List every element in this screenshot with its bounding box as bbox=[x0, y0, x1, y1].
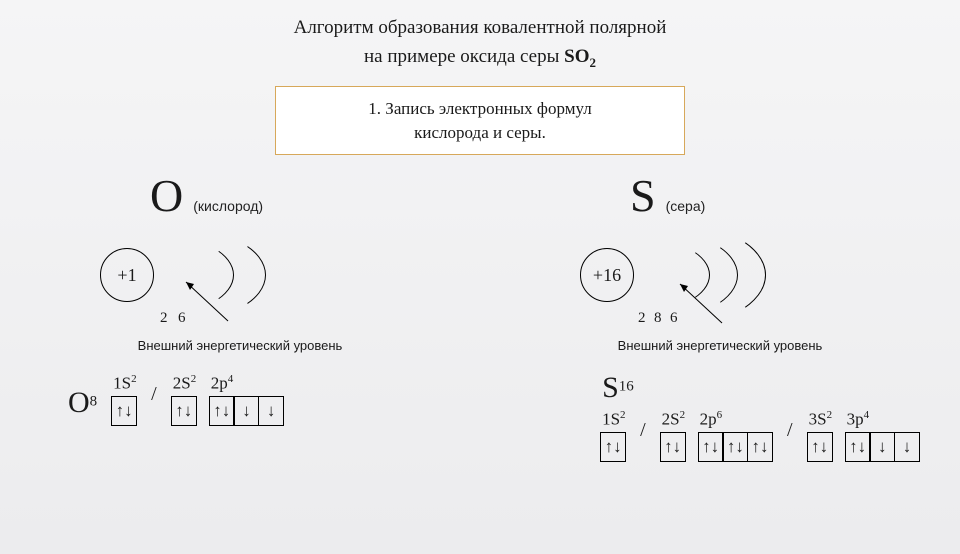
orbital-label: 2p4 bbox=[209, 373, 234, 394]
orbital-group: 3p4↑↓↓↓ bbox=[845, 409, 920, 462]
formula-base: SO bbox=[564, 46, 589, 67]
orbital-group: 2S2↑↓ bbox=[660, 409, 686, 462]
oxygen-config-symbol: O bbox=[68, 386, 90, 419]
orbital-boxes: ↑↓ bbox=[111, 396, 137, 426]
orbital-boxes: ↑↓ bbox=[660, 432, 686, 462]
orbital-label: 2p6 bbox=[698, 409, 723, 430]
separator: / bbox=[785, 419, 795, 452]
atoms-row: O (кислород) +1 2 6 Внешний энергетическ… bbox=[0, 169, 960, 353]
orbital-box: ↑↓ bbox=[111, 396, 137, 426]
orbital-box: ↑↓ bbox=[600, 432, 626, 462]
orbital-box: ↓ bbox=[894, 432, 920, 462]
shell-label: 2 bbox=[160, 310, 168, 327]
orbital-box: ↑↓ bbox=[660, 432, 686, 462]
step-box: 1. Запись электронных формул кислорода и… bbox=[275, 86, 685, 156]
title-line1: Алгоритм образования ковалентной полярно… bbox=[294, 17, 667, 38]
orbital-label: 2S2 bbox=[171, 373, 196, 394]
orbital-label: 1S2 bbox=[600, 409, 625, 430]
orbital-box: ↑↓ bbox=[171, 396, 197, 426]
orbital-boxes: ↑↓ bbox=[171, 396, 197, 426]
oxygen-caption: Внешний энергетический уровень bbox=[30, 338, 450, 353]
separator: / bbox=[149, 383, 159, 416]
separator: / bbox=[638, 419, 648, 452]
shell-label: 2 bbox=[638, 310, 646, 327]
oxygen-symbol: O bbox=[150, 169, 183, 222]
orbital-group: 2S2↑↓ bbox=[171, 373, 197, 426]
orbital-label: 1S2 bbox=[111, 373, 136, 394]
sulfur-shell-diagram: +16 2 8 6 bbox=[580, 226, 780, 336]
oxygen-shell-diagram: +1 2 6 bbox=[100, 226, 300, 336]
orbital-group: 2p4↑↓↓↓ bbox=[209, 373, 284, 426]
orbital-group: 3S2↑↓ bbox=[807, 409, 833, 462]
orbital-boxes: ↑↓ bbox=[600, 432, 626, 462]
orbital-group: 2p6↑↓↑↓↑↓ bbox=[698, 409, 773, 462]
page-title: Алгоритм образования ковалентной полярно… bbox=[0, 14, 960, 72]
orbital-box: ↑↓ bbox=[845, 432, 871, 462]
oxygen-label: (кислород) bbox=[193, 198, 263, 214]
shell-label: 8 bbox=[654, 310, 662, 327]
step-line2: кислорода и серы. bbox=[414, 123, 546, 142]
orbital-label: 2S2 bbox=[660, 409, 685, 430]
orbital-box: ↑↓ bbox=[698, 432, 724, 462]
arrow-icon bbox=[178, 276, 238, 326]
oxygen-column: O (кислород) +1 2 6 Внешний энергетическ… bbox=[30, 169, 450, 353]
sulfur-config-sup: 16 bbox=[619, 379, 634, 395]
title-line2-prefix: на примере оксида серы bbox=[364, 46, 564, 67]
oxygen-config-sup: 8 bbox=[90, 394, 98, 410]
orbital-label: 3S2 bbox=[807, 409, 832, 430]
orbital-group: 1S2↑↓ bbox=[111, 373, 137, 426]
orbital-boxes: ↑↓↑↓↑↓ bbox=[698, 432, 773, 462]
orbital-box: ↑↓ bbox=[209, 396, 235, 426]
sulfur-caption: Внешний энергетический уровень bbox=[510, 338, 930, 353]
arrow-icon bbox=[672, 278, 732, 328]
oxygen-config: O8 1S2↑↓/2S2↑↓2p4↑↓↓↓ bbox=[68, 371, 284, 426]
sulfur-config-symbol: S bbox=[602, 371, 619, 404]
orbital-boxes: ↑↓↓↓ bbox=[209, 396, 284, 426]
orbital-group: 1S2↑↓ bbox=[600, 409, 626, 462]
orbital-box: ↓ bbox=[258, 396, 284, 426]
step-line1: 1. Запись электронных формул bbox=[368, 99, 591, 118]
sulfur-orbital-row: 1S2↑↓/2S2↑↓2p6↑↓↑↓↑↓/3S2↑↓3p4↑↓↓↓ bbox=[600, 409, 920, 462]
formula-sub: 2 bbox=[590, 54, 597, 69]
orbital-box: ↓ bbox=[869, 432, 895, 462]
sulfur-label: (сера) bbox=[666, 198, 706, 214]
sulfur-symbol: S bbox=[630, 169, 656, 222]
orbital-box: ↑↓ bbox=[807, 432, 833, 462]
orbital-boxes: ↑↓ bbox=[807, 432, 833, 462]
sulfur-column: S (сера) +16 2 8 6 Внешний энергетически… bbox=[510, 169, 930, 353]
orbital-boxes: ↑↓↓↓ bbox=[845, 432, 920, 462]
orbital-label: 3p4 bbox=[845, 409, 870, 430]
orbital-box: ↑↓ bbox=[747, 432, 773, 462]
oxygen-orbital-row: 1S2↑↓/2S2↑↓2p4↑↓↓↓ bbox=[111, 373, 284, 426]
config-row: O8 1S2↑↓/2S2↑↓2p4↑↓↓↓ S16 1S2↑↓/2S2↑↓2p6… bbox=[0, 371, 960, 462]
orbital-box: ↓ bbox=[233, 396, 259, 426]
orbital-box: ↑↓ bbox=[722, 432, 748, 462]
sulfur-config: S16 1S2↑↓/2S2↑↓2p6↑↓↑↓↑↓/3S2↑↓3p4↑↓↓↓ bbox=[600, 371, 920, 462]
